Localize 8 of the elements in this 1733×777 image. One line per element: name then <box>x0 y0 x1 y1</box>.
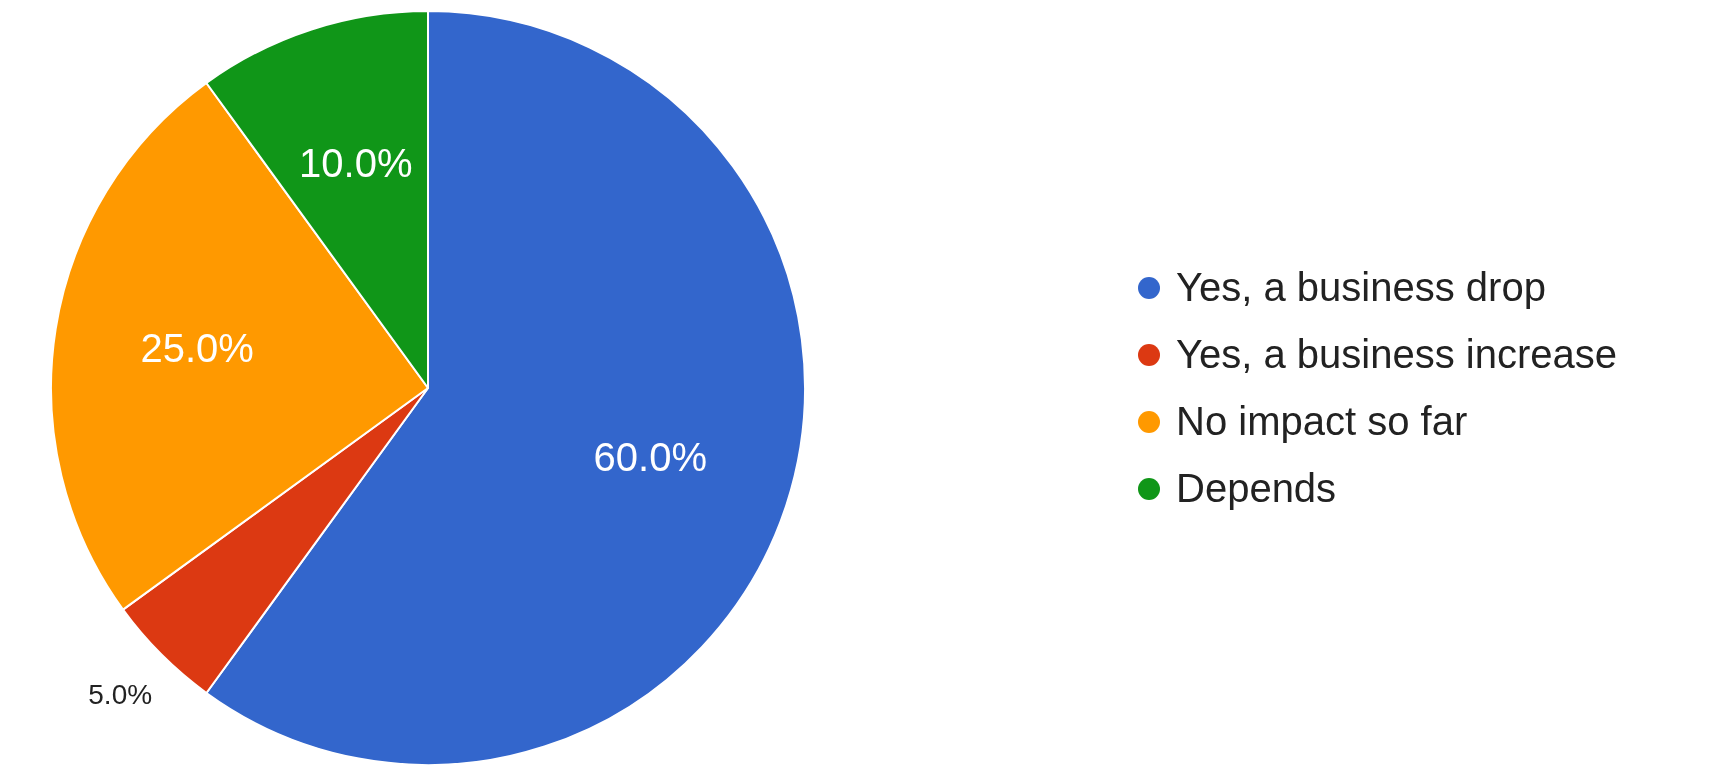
data-label: 25.0% <box>140 326 254 371</box>
data-label: 10.0% <box>299 140 413 185</box>
legend-label: Depends <box>1176 466 1337 511</box>
data-label: 60.0% <box>593 435 708 480</box>
legend-label: Yes, a business increase <box>1176 332 1618 377</box>
legend-label: No impact so far <box>1176 399 1468 444</box>
legend-label: Yes, a business drop <box>1176 265 1546 310</box>
data-label: 5.0% <box>88 678 153 710</box>
